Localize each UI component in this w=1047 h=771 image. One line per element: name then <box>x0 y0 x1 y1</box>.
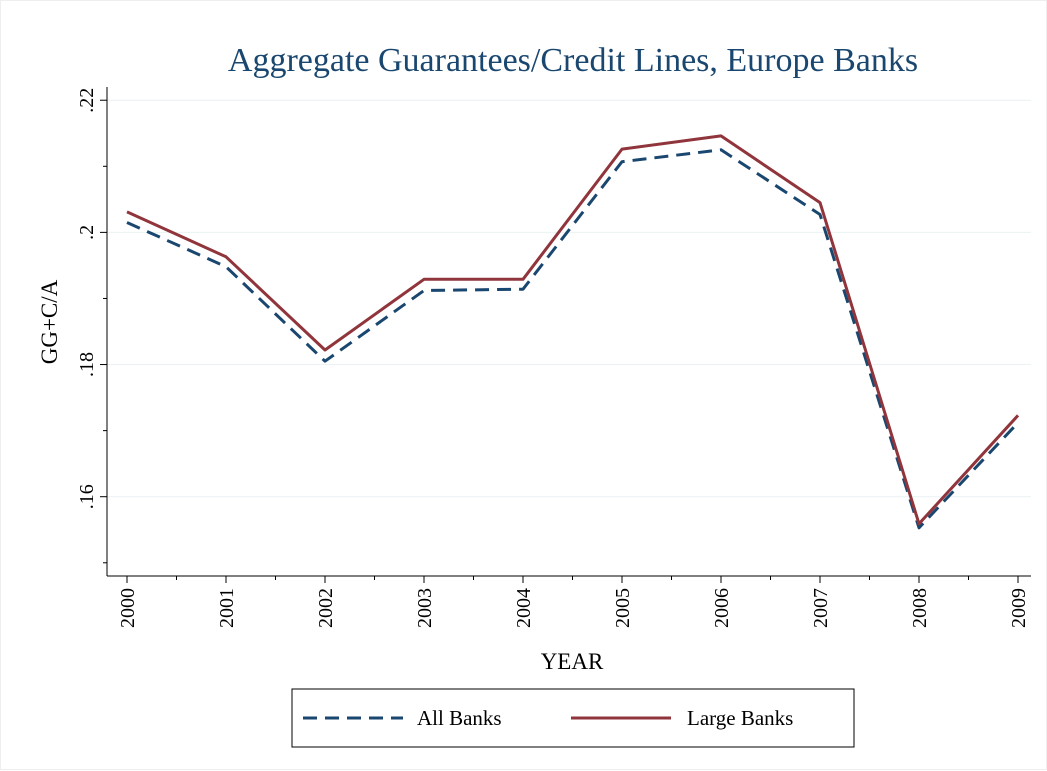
y-tick-label: .18 <box>76 352 98 377</box>
x-tick-label: 2004 <box>513 588 535 628</box>
series-line-all-banks <box>126 148 1020 530</box>
series-line-large-banks <box>126 134 1020 526</box>
x-tick-label: 2007 <box>810 588 832 628</box>
x-tick-label: 2000 <box>117 588 139 628</box>
x-tick-label: 2003 <box>414 588 436 628</box>
chart-title: Aggregate Guarantees/Credit Lines, Europ… <box>228 42 918 79</box>
x-tick-label: 2008 <box>909 588 931 628</box>
axes <box>106 87 1031 577</box>
y-tick-label: .2 <box>76 225 98 240</box>
y-axis-ticks: .16 .18 .2 .22 <box>76 88 107 564</box>
series-lines <box>126 134 1020 530</box>
x-tick-label: 2009 <box>1008 588 1030 628</box>
x-tick-label: 2005 <box>612 588 634 628</box>
y-axis-label: GG+C/A <box>37 279 62 364</box>
y-tick-label: .16 <box>76 484 98 509</box>
x-axis-label: YEAR <box>541 649 604 674</box>
legend: All Banks Large Banks <box>291 688 855 748</box>
legend-label-all-banks: All Banks <box>417 706 502 730</box>
x-tick-label: 2002 <box>315 588 337 628</box>
x-tick-label: 2006 <box>711 588 733 628</box>
x-axis-ticks: 2000 2001 2002 2003 2004 2005 2006 2007 2008 2009 <box>117 576 1030 628</box>
y-tick-label: .22 <box>76 88 98 113</box>
x-tick-label: 2001 <box>216 588 238 628</box>
legend-label-large-banks: Large Banks <box>687 706 793 730</box>
